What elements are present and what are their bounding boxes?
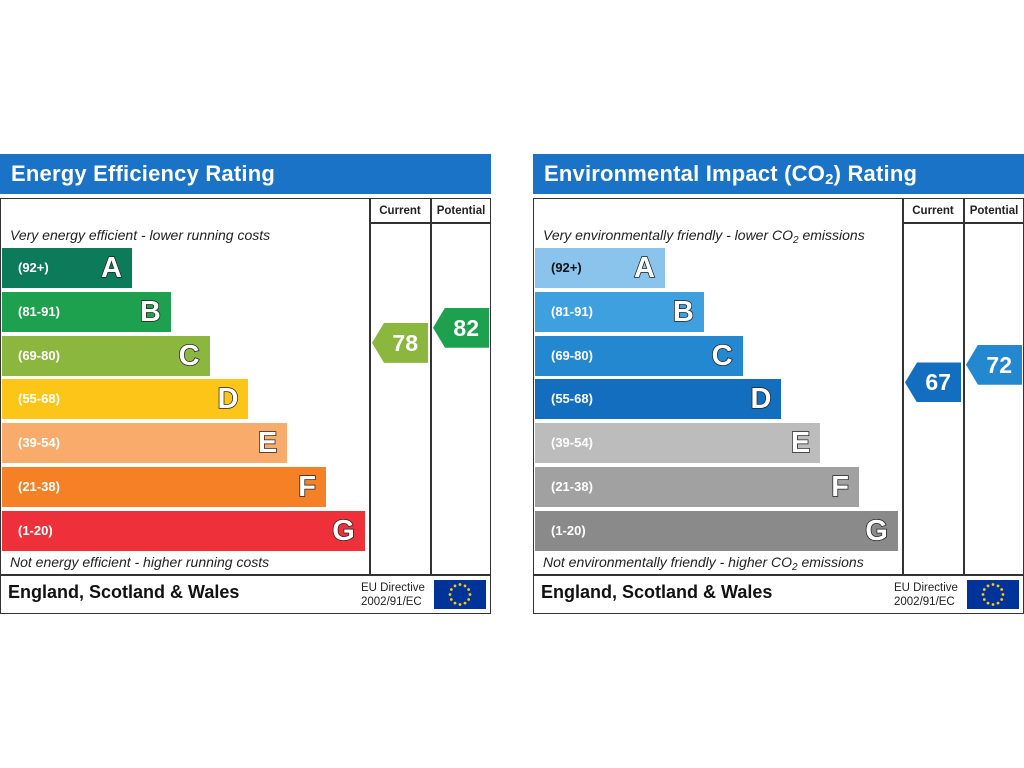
eu-directive: EU Directive 2002/91/EC [894, 582, 958, 608]
eu-star [1000, 588, 1004, 591]
eu-star [986, 601, 990, 605]
band-letter: A [100, 251, 122, 285]
rating-band-g: (1-20) G [535, 510, 898, 551]
eu-star [463, 601, 467, 605]
band-letter: B [139, 295, 161, 329]
top-note: Very energy efficient - lower running co… [10, 227, 271, 243]
band-letter: D [217, 383, 239, 417]
band-letter: F [831, 470, 850, 504]
band-range-label: (81-91) [551, 303, 593, 319]
eu-star [453, 584, 457, 588]
band-letter: E [790, 426, 811, 460]
eu-star [463, 584, 467, 588]
current-column-divider [369, 198, 371, 575]
rating-band-f: (21-38) F [2, 467, 326, 507]
footer-divider [0, 574, 491, 576]
chart-title: Environmental Impact (CO2) Rating [533, 154, 1024, 194]
current-column-header: Current [912, 205, 954, 217]
rating-band-f: (21-38) F [535, 467, 859, 507]
bottom-note: Not energy efficient - higher running co… [10, 554, 270, 570]
current-rating-arrow: 78 [372, 322, 428, 363]
rating-band-b: (81-91) B [535, 291, 704, 332]
eu-flag-icon [967, 580, 1019, 609]
rating-band-d: (55-68) D [2, 379, 249, 420]
band-range-label: (39-54) [18, 435, 60, 451]
band-letter: E [257, 426, 278, 460]
potential-column-divider [963, 198, 965, 575]
rating-band-c: (69-80) C [2, 335, 210, 376]
top-note: Very environmentally friendly - lower CO… [543, 227, 865, 246]
band-letter: G [331, 514, 355, 548]
eu-star [986, 584, 990, 588]
band-range-label: (1-20) [551, 522, 586, 538]
chart-frame [0, 198, 491, 614]
eu-star [996, 601, 1000, 605]
region-label: England, Scotland & Wales [541, 582, 773, 602]
eu-star [982, 588, 986, 591]
potential-rating-arrow: 82 [433, 307, 489, 348]
band-letter: A [633, 251, 655, 285]
eu-star [991, 603, 995, 606]
eu-star [1001, 593, 1005, 596]
eu-star [449, 588, 453, 591]
rating-band-b: (81-91) B [2, 291, 171, 332]
band-range-label: (21-38) [18, 479, 60, 494]
band-range-label: (92+) [551, 260, 582, 275]
rating-band-g: (1-20) G [2, 510, 365, 551]
current-column-divider [902, 198, 904, 575]
band-range-label: (55-68) [18, 391, 60, 407]
band-range-label: (69-80) [551, 347, 593, 363]
rating-band-c: (69-80) C [535, 335, 743, 376]
eu-star [981, 593, 985, 596]
current-rating-arrow: 67 [905, 362, 961, 403]
eu-star [448, 593, 452, 596]
eu-star [996, 584, 1000, 588]
region-label: England, Scotland & Wales [8, 582, 240, 602]
band-range-label: (92+) [18, 260, 49, 275]
eu-star [1000, 598, 1004, 601]
band-range-label: (81-91) [18, 303, 60, 319]
band-letter: D [750, 383, 772, 417]
eu-star [449, 598, 453, 601]
potential-column-header: Potential [969, 205, 1019, 217]
band-range-label: (69-80) [18, 347, 60, 363]
band-range-label: (1-20) [18, 522, 53, 538]
footer-divider [533, 574, 1024, 576]
bottom-note: Not environmentally friendly - higher CO… [543, 554, 864, 573]
eu-directive: EU Directive 2002/91/EC [361, 582, 425, 608]
eu-star [458, 583, 462, 586]
energy-efficiency-chart: Energy Efficiency Rating Current Potenti… [0, 154, 491, 614]
rating-band-e: (39-54) E [535, 423, 821, 464]
eu-star [458, 603, 462, 606]
rating-band-e: (39-54) E [2, 423, 288, 464]
band-letter: B [672, 295, 694, 329]
chart-title: Energy Efficiency Rating [0, 154, 491, 194]
eu-star [453, 601, 457, 605]
eu-star [982, 598, 986, 601]
eu-flag-icon [434, 580, 486, 609]
band-range-label: (39-54) [551, 435, 593, 451]
eu-star [467, 598, 471, 601]
potential-rating-arrow: 72 [966, 344, 1022, 385]
eu-star [991, 583, 995, 586]
band-letter: C [711, 339, 733, 373]
band-range-label: (55-68) [551, 391, 593, 407]
potential-column-header: Potential [436, 205, 486, 217]
eu-star [468, 593, 472, 596]
rating-band-d: (55-68) D [535, 379, 782, 420]
band-range-label: (21-38) [551, 479, 593, 494]
band-letter: C [178, 339, 200, 373]
environmental-impact-chart: Environmental Impact (CO2) Rating Curren… [533, 154, 1024, 614]
band-letter: F [298, 470, 317, 504]
rating-band-a: (92+) A [2, 248, 132, 288]
current-column-header: Current [379, 205, 421, 217]
rating-band-a: (92+) A [535, 248, 665, 288]
band-letter: G [864, 514, 888, 548]
potential-column-divider [430, 198, 432, 575]
eu-star [467, 588, 471, 591]
